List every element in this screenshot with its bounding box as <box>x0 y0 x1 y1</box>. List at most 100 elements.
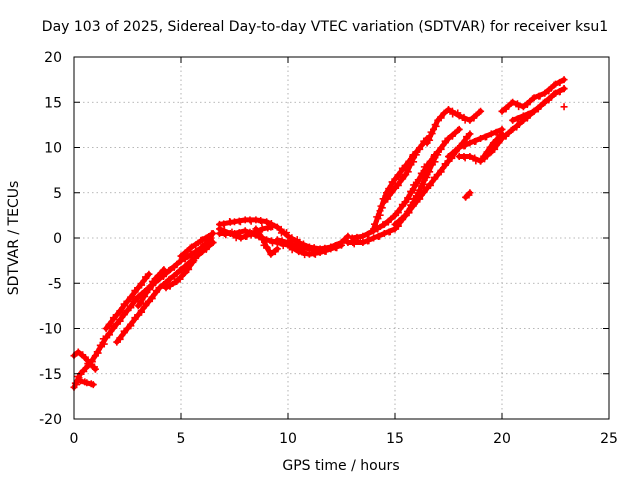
plus-marker <box>560 85 568 93</box>
plus-marker <box>466 189 474 197</box>
plus-marker <box>243 232 251 240</box>
plus-marker <box>507 126 515 134</box>
plus-marker <box>89 381 97 389</box>
plus-marker <box>477 134 485 142</box>
plus-marker <box>529 95 537 103</box>
plus-marker <box>524 100 532 108</box>
y-tick-label: 0 <box>53 231 62 247</box>
plus-marker <box>184 264 192 272</box>
plus-marker <box>394 171 402 179</box>
series-markers <box>134 266 168 310</box>
plus-marker <box>267 223 275 231</box>
plus-marker <box>91 365 99 373</box>
plus-marker <box>493 128 501 136</box>
plus-marker <box>403 166 411 174</box>
plus-marker <box>400 212 408 220</box>
x-tick-label: 5 <box>177 431 186 447</box>
plus-marker <box>237 234 245 242</box>
plus-marker <box>165 267 173 275</box>
plus-marker <box>188 243 196 251</box>
plus-marker <box>170 262 178 270</box>
series-markers <box>76 377 97 389</box>
plus-marker <box>166 266 174 274</box>
plus-marker <box>177 252 185 260</box>
plus-marker <box>386 228 394 236</box>
plus-marker <box>530 107 538 115</box>
plus-marker <box>519 103 527 111</box>
plus-marker <box>466 116 474 124</box>
plus-marker <box>327 243 335 251</box>
plus-marker <box>80 367 87 375</box>
plus-marker <box>415 194 423 202</box>
plus-marker <box>84 360 92 368</box>
plus-marker <box>556 87 564 95</box>
series-markers <box>498 76 568 115</box>
plus-marker <box>273 236 281 244</box>
series-markers <box>102 270 153 332</box>
x-tick-label: 20 <box>493 431 511 447</box>
plus-marker <box>263 243 271 251</box>
plus-marker <box>198 248 206 256</box>
plus-marker <box>248 229 256 237</box>
plus-marker <box>487 130 495 138</box>
plus-marker <box>137 307 145 315</box>
plus-marker <box>283 229 291 237</box>
plus-marker <box>545 95 553 103</box>
plus-marker <box>405 207 413 215</box>
plus-marker <box>365 230 373 238</box>
plus-marker <box>137 280 145 288</box>
y-tick-label: -5 <box>48 276 62 292</box>
plus-marker <box>445 153 452 161</box>
plus-marker <box>148 293 156 301</box>
plus-marker <box>509 116 517 124</box>
plus-marker <box>507 99 515 107</box>
plus-marker <box>513 122 521 130</box>
plus-marker <box>365 237 373 245</box>
plus-marker <box>359 232 367 240</box>
plus-marker <box>486 143 494 151</box>
plus-marker <box>541 98 549 106</box>
plus-marker <box>311 247 319 255</box>
plus-marker <box>371 220 379 228</box>
plus-marker <box>197 249 205 257</box>
plus-marker <box>159 267 167 275</box>
series-track-line <box>178 230 216 259</box>
plus-marker <box>404 194 412 202</box>
plus-marker <box>145 270 153 278</box>
plus-marker <box>414 176 422 184</box>
plus-marker <box>162 284 170 292</box>
plus-marker <box>273 245 281 253</box>
plus-marker <box>176 258 184 266</box>
plus-marker <box>556 78 564 86</box>
plus-marker <box>560 76 568 84</box>
plus-marker <box>475 108 483 116</box>
plus-marker <box>181 249 189 257</box>
plus-marker <box>421 168 429 176</box>
plus-marker <box>116 334 124 342</box>
plus-marker <box>261 237 269 245</box>
plus-marker <box>470 113 478 121</box>
series-markers <box>423 105 485 147</box>
plus-marker <box>94 349 102 357</box>
y-tick-label: -10 <box>39 322 62 338</box>
plus-marker <box>415 177 423 185</box>
series-markers <box>70 348 99 373</box>
plus-marker <box>560 103 568 111</box>
plus-marker <box>415 144 423 152</box>
plus-marker <box>431 121 439 129</box>
x-axis-label: GPS time / hours <box>282 458 399 474</box>
chart-title: Day 103 of 2025, Sidereal Day-to-day VTE… <box>42 19 608 35</box>
series-markers <box>348 148 442 242</box>
plus-marker <box>461 142 469 150</box>
plus-marker <box>284 239 292 247</box>
plus-marker <box>437 113 445 121</box>
plus-marker <box>226 229 234 237</box>
plus-marker <box>145 284 153 292</box>
plus-marker <box>525 110 533 118</box>
plus-marker <box>550 81 558 89</box>
plus-marker <box>284 232 292 240</box>
plus-marker <box>502 104 510 112</box>
x-tick-label: 15 <box>386 431 404 447</box>
plus-marker <box>483 133 491 141</box>
plus-marker <box>266 247 274 255</box>
